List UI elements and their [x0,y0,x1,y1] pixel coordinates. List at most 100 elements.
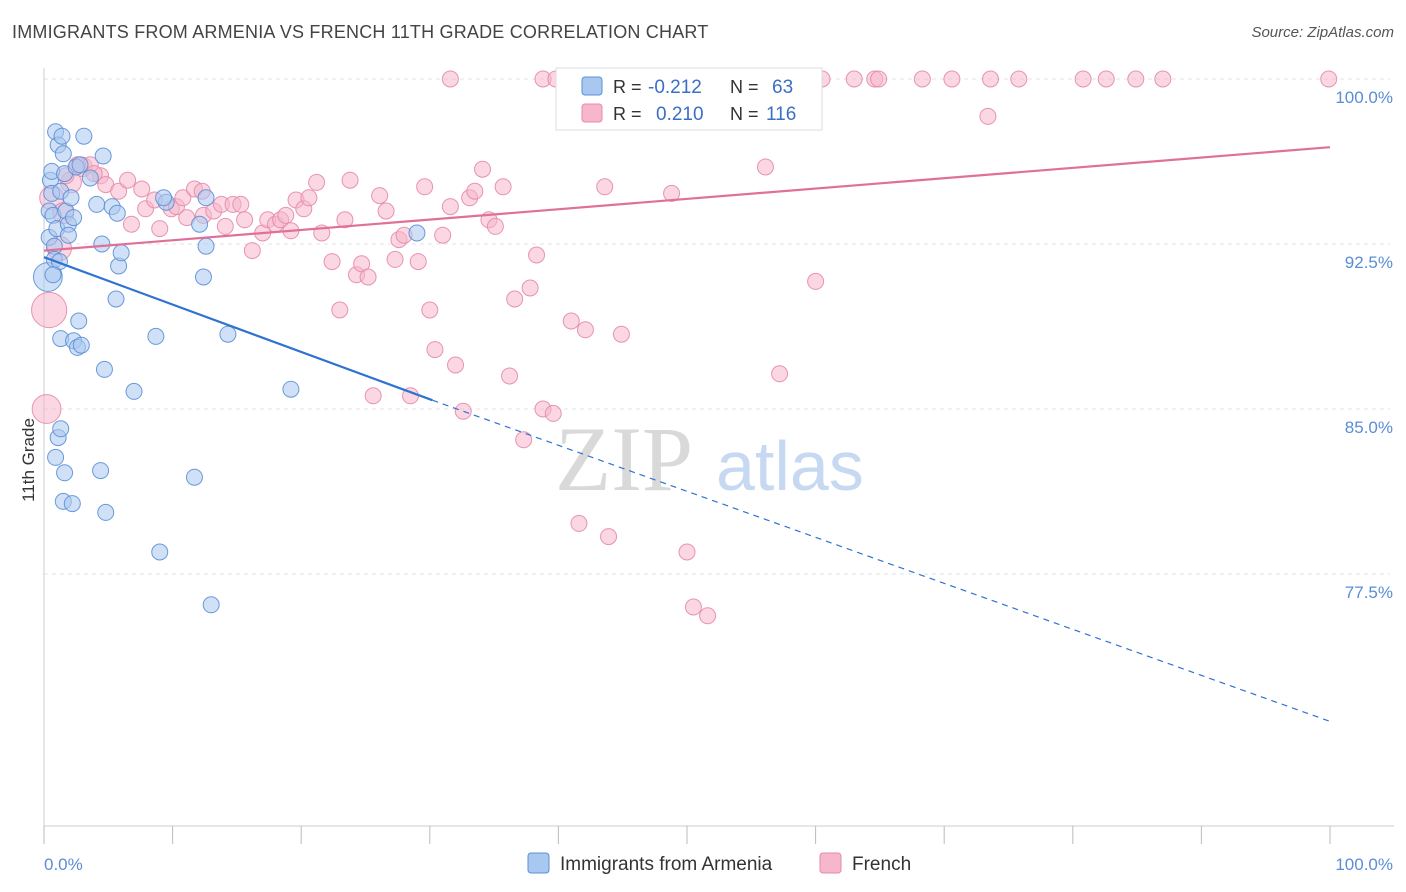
armenia-point [93,235,111,253]
french-point [31,291,68,329]
french-point [845,70,863,88]
french-point [943,70,961,88]
armenia-point [92,462,110,480]
french-point [501,367,519,385]
french-point [612,325,630,343]
watermark-atlas: atlas [716,427,864,505]
armenia-point [71,156,89,174]
french-point [174,189,192,207]
french-trend-line [43,146,1331,252]
y-tick-labels: 100.0% 92.5% 85.0% 77.5% [1335,88,1393,602]
french-point [341,171,359,189]
french-point [678,543,696,561]
legend-armenia-r-value: -0.212 [648,77,702,98]
legend-french-r-label: R = [613,104,642,124]
french-point [416,178,434,196]
armenia-point [155,189,173,207]
y-tick-label: 92.5% [1345,253,1393,272]
armenia-trend-line [43,256,433,402]
x-tick-label: 100.0% [1335,855,1393,874]
french-point [151,220,169,238]
french-point [1074,70,1092,88]
french-point [331,301,349,319]
bottom-legend-armenia-label: Immigrants from Armenia [560,854,773,875]
bottom-legend-french-label: French [852,854,911,875]
french-point [576,321,594,339]
french-point [684,598,702,616]
french-point [979,107,997,125]
french-point [323,253,341,271]
french-point [434,226,452,244]
french-point [133,180,151,198]
french-point [377,202,395,220]
french-point [277,206,295,224]
french-point [232,195,250,213]
armenia-point [95,360,113,378]
armenia-point [147,327,165,345]
french-point [913,70,931,88]
armenia-point [408,224,426,242]
armenia-point [112,244,130,262]
armenia-point [70,312,88,330]
armenia-point [151,543,169,561]
armenia-point [44,266,62,284]
legend-armenia-swatch [581,76,603,96]
french-point [981,70,999,88]
armenia-point [63,495,81,513]
armenia-points [32,123,426,614]
french-point [386,250,404,268]
french-point [371,187,389,205]
chart-title: IMMIGRANTS FROM ARMENIA VS FRENCH 11TH G… [12,22,709,42]
watermark: ZIP atlas [555,408,864,510]
legend-french-n-label: N = [730,104,759,124]
bottom-legend-armenia-swatch [527,852,550,874]
french-point [600,528,618,546]
french-point [441,70,459,88]
armenia-point [72,336,90,354]
armenia-point [108,204,126,222]
french-point [756,158,774,176]
french-point [364,387,382,405]
armenia-point [88,195,106,213]
armenia-point [94,147,112,165]
armenia-point [53,127,71,145]
french-point [308,173,326,191]
french-point [236,211,254,229]
armenia-trend-line-extension [432,399,1331,722]
armenia-point [185,468,203,486]
legend-french-r-value: 0.210 [656,104,704,125]
x-tick-label: 0.0% [44,855,83,874]
french-point [870,70,888,88]
french-point [699,607,717,625]
french-point [336,211,354,229]
french-point [359,268,377,286]
french-point [807,272,825,290]
french-point [447,356,465,374]
french-point [426,341,444,359]
armenia-point [75,127,93,145]
french-point [1127,70,1145,88]
legend-french-n-value: 116 [766,104,796,125]
y-axis-label: 11th Grade [19,418,38,502]
french-point [596,178,614,196]
armenia-point [54,145,72,163]
french-point [300,189,318,207]
armenia-point [219,325,237,343]
french-point [119,171,137,189]
axes [43,68,1394,844]
french-point [663,184,681,202]
armenia-point [97,503,115,521]
french-point [486,217,504,235]
french-point [454,402,472,420]
armenia-point [56,464,74,482]
legend-armenia-n-value: 63 [772,77,793,98]
french-point [1097,70,1115,88]
trend-lines [43,146,1331,722]
french-point [1320,70,1338,88]
armenia-point [282,380,300,398]
armenia-point [125,382,143,400]
y-tick-label: 85.0% [1345,418,1393,437]
french-point [31,394,62,424]
watermark-zip: ZIP [555,408,693,510]
legend: R = -0.212 N = 63 R = 0.210 N = 116 [555,67,823,131]
